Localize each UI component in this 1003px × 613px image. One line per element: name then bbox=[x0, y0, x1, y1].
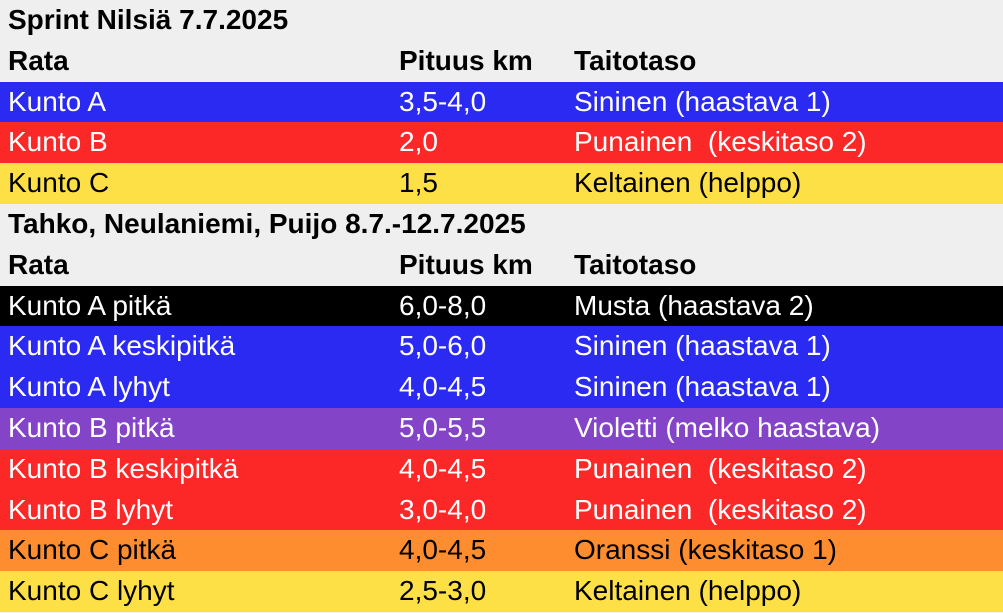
column-header-row: Rata Pituus km Taitotaso bbox=[0, 40, 1003, 82]
table-row: Kunto C pitkä 4,0-4,5 Oranssi (keskitaso… bbox=[0, 530, 1003, 572]
header-rata: Rata bbox=[8, 44, 69, 76]
table-row: Kunto B lyhyt 3,0-4,0 Punainen (keskitas… bbox=[0, 489, 1003, 531]
cell-taitotaso: Punainen (keskitaso 2) bbox=[574, 452, 867, 484]
section-title-tahko: Tahko, Neulaniemi, Puijo 8.7.-12.7.2025 bbox=[0, 203, 1003, 245]
table-row: Kunto A 3,5-4,0 Sininen (haastava 1) bbox=[0, 81, 1003, 123]
cell-rata: Kunto B lyhyt bbox=[8, 493, 173, 525]
table-row: Kunto C lyhyt 2,5-3,0 Keltainen (helppo) bbox=[0, 571, 1003, 612]
cell-rata: Kunto C bbox=[8, 167, 110, 199]
cell-taitotaso: Oranssi (keskitaso 1) bbox=[574, 534, 837, 566]
cell-pituus: 4,0-4,5 bbox=[399, 534, 487, 566]
cell-rata: Kunto A lyhyt bbox=[8, 371, 170, 403]
table-row: Kunto A pitkä 6,0-8,0 Musta (haastava 2) bbox=[0, 285, 1003, 327]
cell-rata: Kunto C pitkä bbox=[8, 534, 177, 566]
cell-taitotaso: Sininen (haastava 1) bbox=[574, 85, 831, 117]
cell-rata: Kunto C lyhyt bbox=[8, 575, 175, 607]
cell-taitotaso: Sininen (haastava 1) bbox=[574, 330, 831, 362]
cell-pituus: 4,0-4,5 bbox=[399, 371, 487, 403]
cell-taitotaso: Punainen (keskitaso 2) bbox=[574, 493, 867, 525]
cell-rata: Kunto A pitkä bbox=[8, 289, 172, 321]
cell-taitotaso: Punainen (keskitaso 2) bbox=[574, 126, 867, 158]
cell-rata: Kunto A keskipitkä bbox=[8, 330, 236, 362]
cell-pituus: 5,0-6,0 bbox=[399, 330, 487, 362]
header-rata: Rata bbox=[8, 248, 69, 280]
cell-rata: Kunto B bbox=[8, 126, 108, 158]
cell-pituus: 2,5-3,0 bbox=[399, 575, 487, 607]
header-pituus: Pituus km bbox=[399, 248, 533, 280]
cell-rata: Kunto B keskipitkä bbox=[8, 452, 239, 484]
section-title-sprint: Sprint Nilsiä 7.7.2025 bbox=[0, 0, 1003, 41]
table-row: Kunto B pitkä 5,0-5,5 Violetti (melko ha… bbox=[0, 407, 1003, 449]
header-taitotaso: Taitotaso bbox=[574, 248, 697, 280]
cell-taitotaso: Keltainen (helppo) bbox=[574, 167, 802, 199]
cell-taitotaso: Musta (haastava 2) bbox=[574, 289, 814, 321]
cell-pituus: 6,0-8,0 bbox=[399, 289, 487, 321]
cell-pituus: 1,5 bbox=[399, 167, 438, 199]
cell-taitotaso: Violetti (melko haastava) bbox=[574, 411, 881, 443]
cell-pituus: 2,0 bbox=[399, 126, 438, 158]
cell-pituus: 3,0-4,0 bbox=[399, 493, 487, 525]
header-pituus: Pituus km bbox=[399, 44, 533, 76]
table-row: Kunto B keskipitkä 4,0-4,5 Punainen (kes… bbox=[0, 448, 1003, 490]
section-title: Tahko, Neulaniemi, Puijo 8.7.-12.7.2025 bbox=[8, 207, 526, 239]
table-row: Kunto C 1,5 Keltainen (helppo) bbox=[0, 163, 1003, 204]
cell-rata: Kunto B pitkä bbox=[8, 411, 175, 443]
cell-pituus: 5,0-5,5 bbox=[399, 411, 487, 443]
table-row: Kunto A keskipitkä 5,0-6,0 Sininen (haas… bbox=[0, 326, 1003, 368]
cell-taitotaso: Sininen (haastava 1) bbox=[574, 371, 831, 403]
table-row: Kunto B 2,0 Punainen (keskitaso 2) bbox=[0, 122, 1003, 164]
header-taitotaso: Taitotaso bbox=[574, 44, 697, 76]
section-title: Sprint Nilsiä 7.7.2025 bbox=[8, 4, 289, 35]
cell-taitotaso: Keltainen (helppo) bbox=[574, 575, 802, 607]
cell-pituus: 3,5-4,0 bbox=[399, 85, 487, 117]
cell-pituus: 4,0-4,5 bbox=[399, 452, 487, 484]
table-row: Kunto A lyhyt 4,0-4,5 Sininen (haastava … bbox=[0, 367, 1003, 408]
column-header-row: Rata Pituus km Taitotaso bbox=[0, 244, 1003, 286]
cell-rata: Kunto A bbox=[8, 85, 107, 117]
